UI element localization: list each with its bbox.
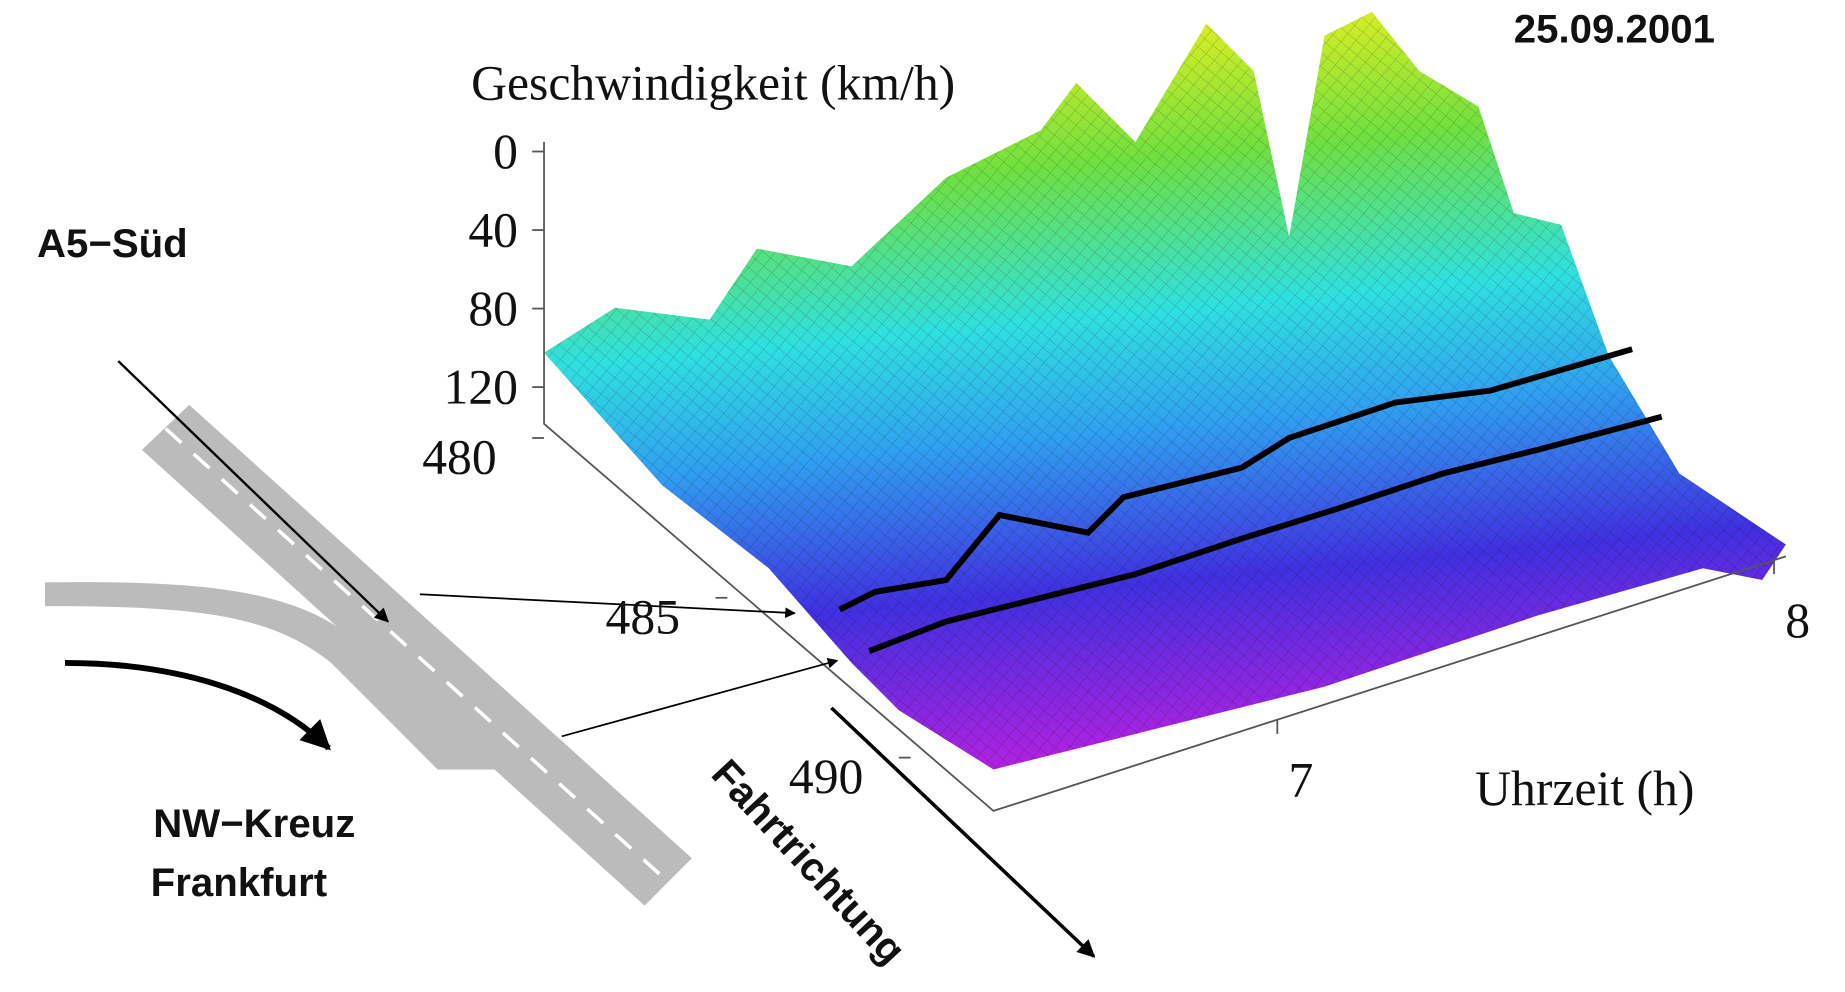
tick-label: 80 <box>468 281 518 336</box>
tick-label: 485 <box>606 589 680 644</box>
speed-axis-label: Geschwindigkeit (km/h) <box>471 55 955 110</box>
tick-label: 0 <box>493 124 518 179</box>
time-axis-label: Uhrzeit (h) <box>1475 761 1694 816</box>
date: 25.09.2001 <box>1514 7 1715 52</box>
tick-label: 480 <box>422 429 496 484</box>
tick-label: 7 <box>1289 753 1314 808</box>
ticks: 0 40 80 120 480 485 490 7 8 <box>422 124 1810 808</box>
axes <box>543 142 1787 812</box>
road-label: A5−Süd <box>37 221 188 266</box>
tick-label: 120 <box>444 360 518 415</box>
surface <box>544 11 1786 770</box>
tick-label: 40 <box>468 203 518 258</box>
tick-label: 490 <box>789 749 863 804</box>
road <box>44 360 1096 958</box>
tick-label: 8 <box>1785 593 1810 648</box>
junction-label: Frankfurt <box>151 860 327 905</box>
junction-label: NW−Kreuz <box>153 801 355 846</box>
